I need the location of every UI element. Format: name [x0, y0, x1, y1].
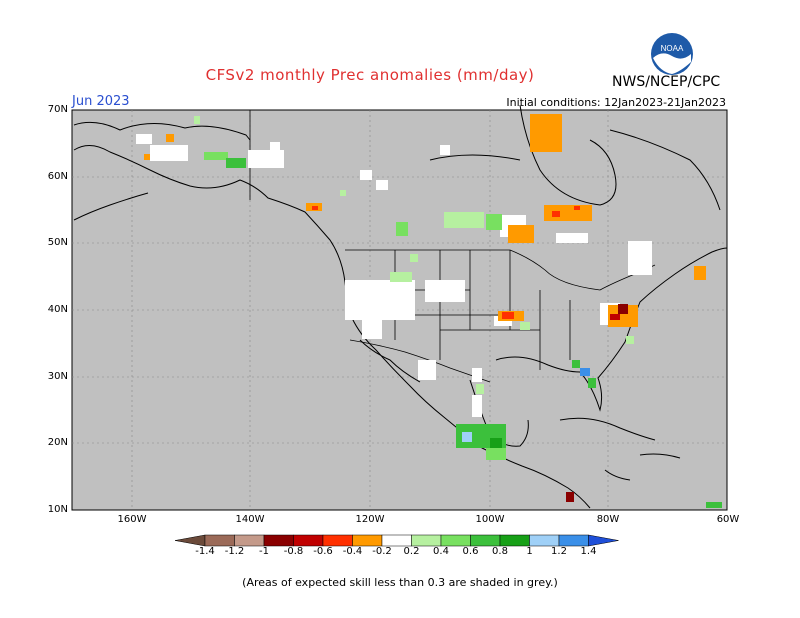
footer-note: (Areas of expected skill less than 0.3 a… [242, 576, 558, 589]
colorbar-swatch [470, 534, 501, 547]
lat-label: 30N [47, 371, 68, 382]
colorbar-swatch [204, 534, 235, 547]
colorbar-tick-label: -1.2 [224, 546, 245, 557]
colorbar-tick-label: 1.2 [551, 546, 567, 557]
colorbar-tick-label: 0.2 [403, 546, 420, 557]
colorbar-tick-label: -0.4 [342, 546, 363, 557]
colorbar-swatch [529, 534, 560, 547]
colorbar-tick-label: 0.8 [492, 546, 508, 557]
colorbar-tick-label: -0.2 [372, 546, 392, 557]
colorbar-tick-label: 1.4 [580, 546, 597, 557]
svg-text:NOAA: NOAA [661, 44, 684, 53]
colorbar-tick-label: 0.4 [433, 546, 449, 557]
colorbar-swatch [499, 534, 530, 547]
colorbar-swatch [352, 534, 383, 547]
colorbar-swatch [381, 534, 412, 547]
lat-label: 20N [47, 437, 68, 448]
colorbar-tick-label: -1 [259, 546, 269, 557]
dry-anomaly-regions [144, 114, 706, 502]
lat-label: 40N [47, 304, 68, 315]
lon-label: 100W [475, 514, 505, 525]
colorbar-end-left [174, 534, 206, 547]
lon-label: 120W [355, 514, 385, 525]
org-label: NWS/NCEP/CPC [612, 74, 721, 90]
colorbar-swatch [263, 534, 294, 547]
noaa-logo: NOAA [651, 33, 693, 75]
colorbar-tick-label: -1.4 [195, 546, 215, 557]
lon-label: 160W [117, 514, 147, 525]
colorbar-tick-label: -0.8 [283, 546, 304, 557]
colorbar-swatch [558, 534, 589, 547]
lat-label: 70N [47, 104, 68, 115]
lat-label: 10N [47, 504, 68, 515]
lon-label: 60W [716, 514, 740, 525]
colorbar-swatch [440, 534, 471, 547]
colorbar-swatch [411, 534, 442, 547]
lon-label: 80W [596, 514, 620, 525]
lat-label: 50N [47, 237, 68, 248]
lat-label: 60N [47, 171, 68, 182]
colorbar-tick-label: 0.6 [462, 546, 479, 557]
colorbar-tick-label: -0.6 [313, 546, 333, 557]
colorbar-tick-label: 1 [526, 546, 533, 557]
colorbar-end-right [588, 534, 619, 547]
colorbar-swatch [234, 534, 265, 547]
wet-anomaly-regions [194, 116, 722, 508]
initial-conditions: Initial conditions: 12Jan2023-21Jan2023 [506, 96, 726, 109]
lon-label: 140W [235, 514, 265, 525]
forecast-month: Jun 2023 [72, 94, 130, 109]
chart-title: CFSv2 monthly Prec anomalies (mm/day) [205, 66, 535, 84]
colorbar-swatch [322, 534, 353, 547]
colorbar-swatch [293, 534, 324, 547]
